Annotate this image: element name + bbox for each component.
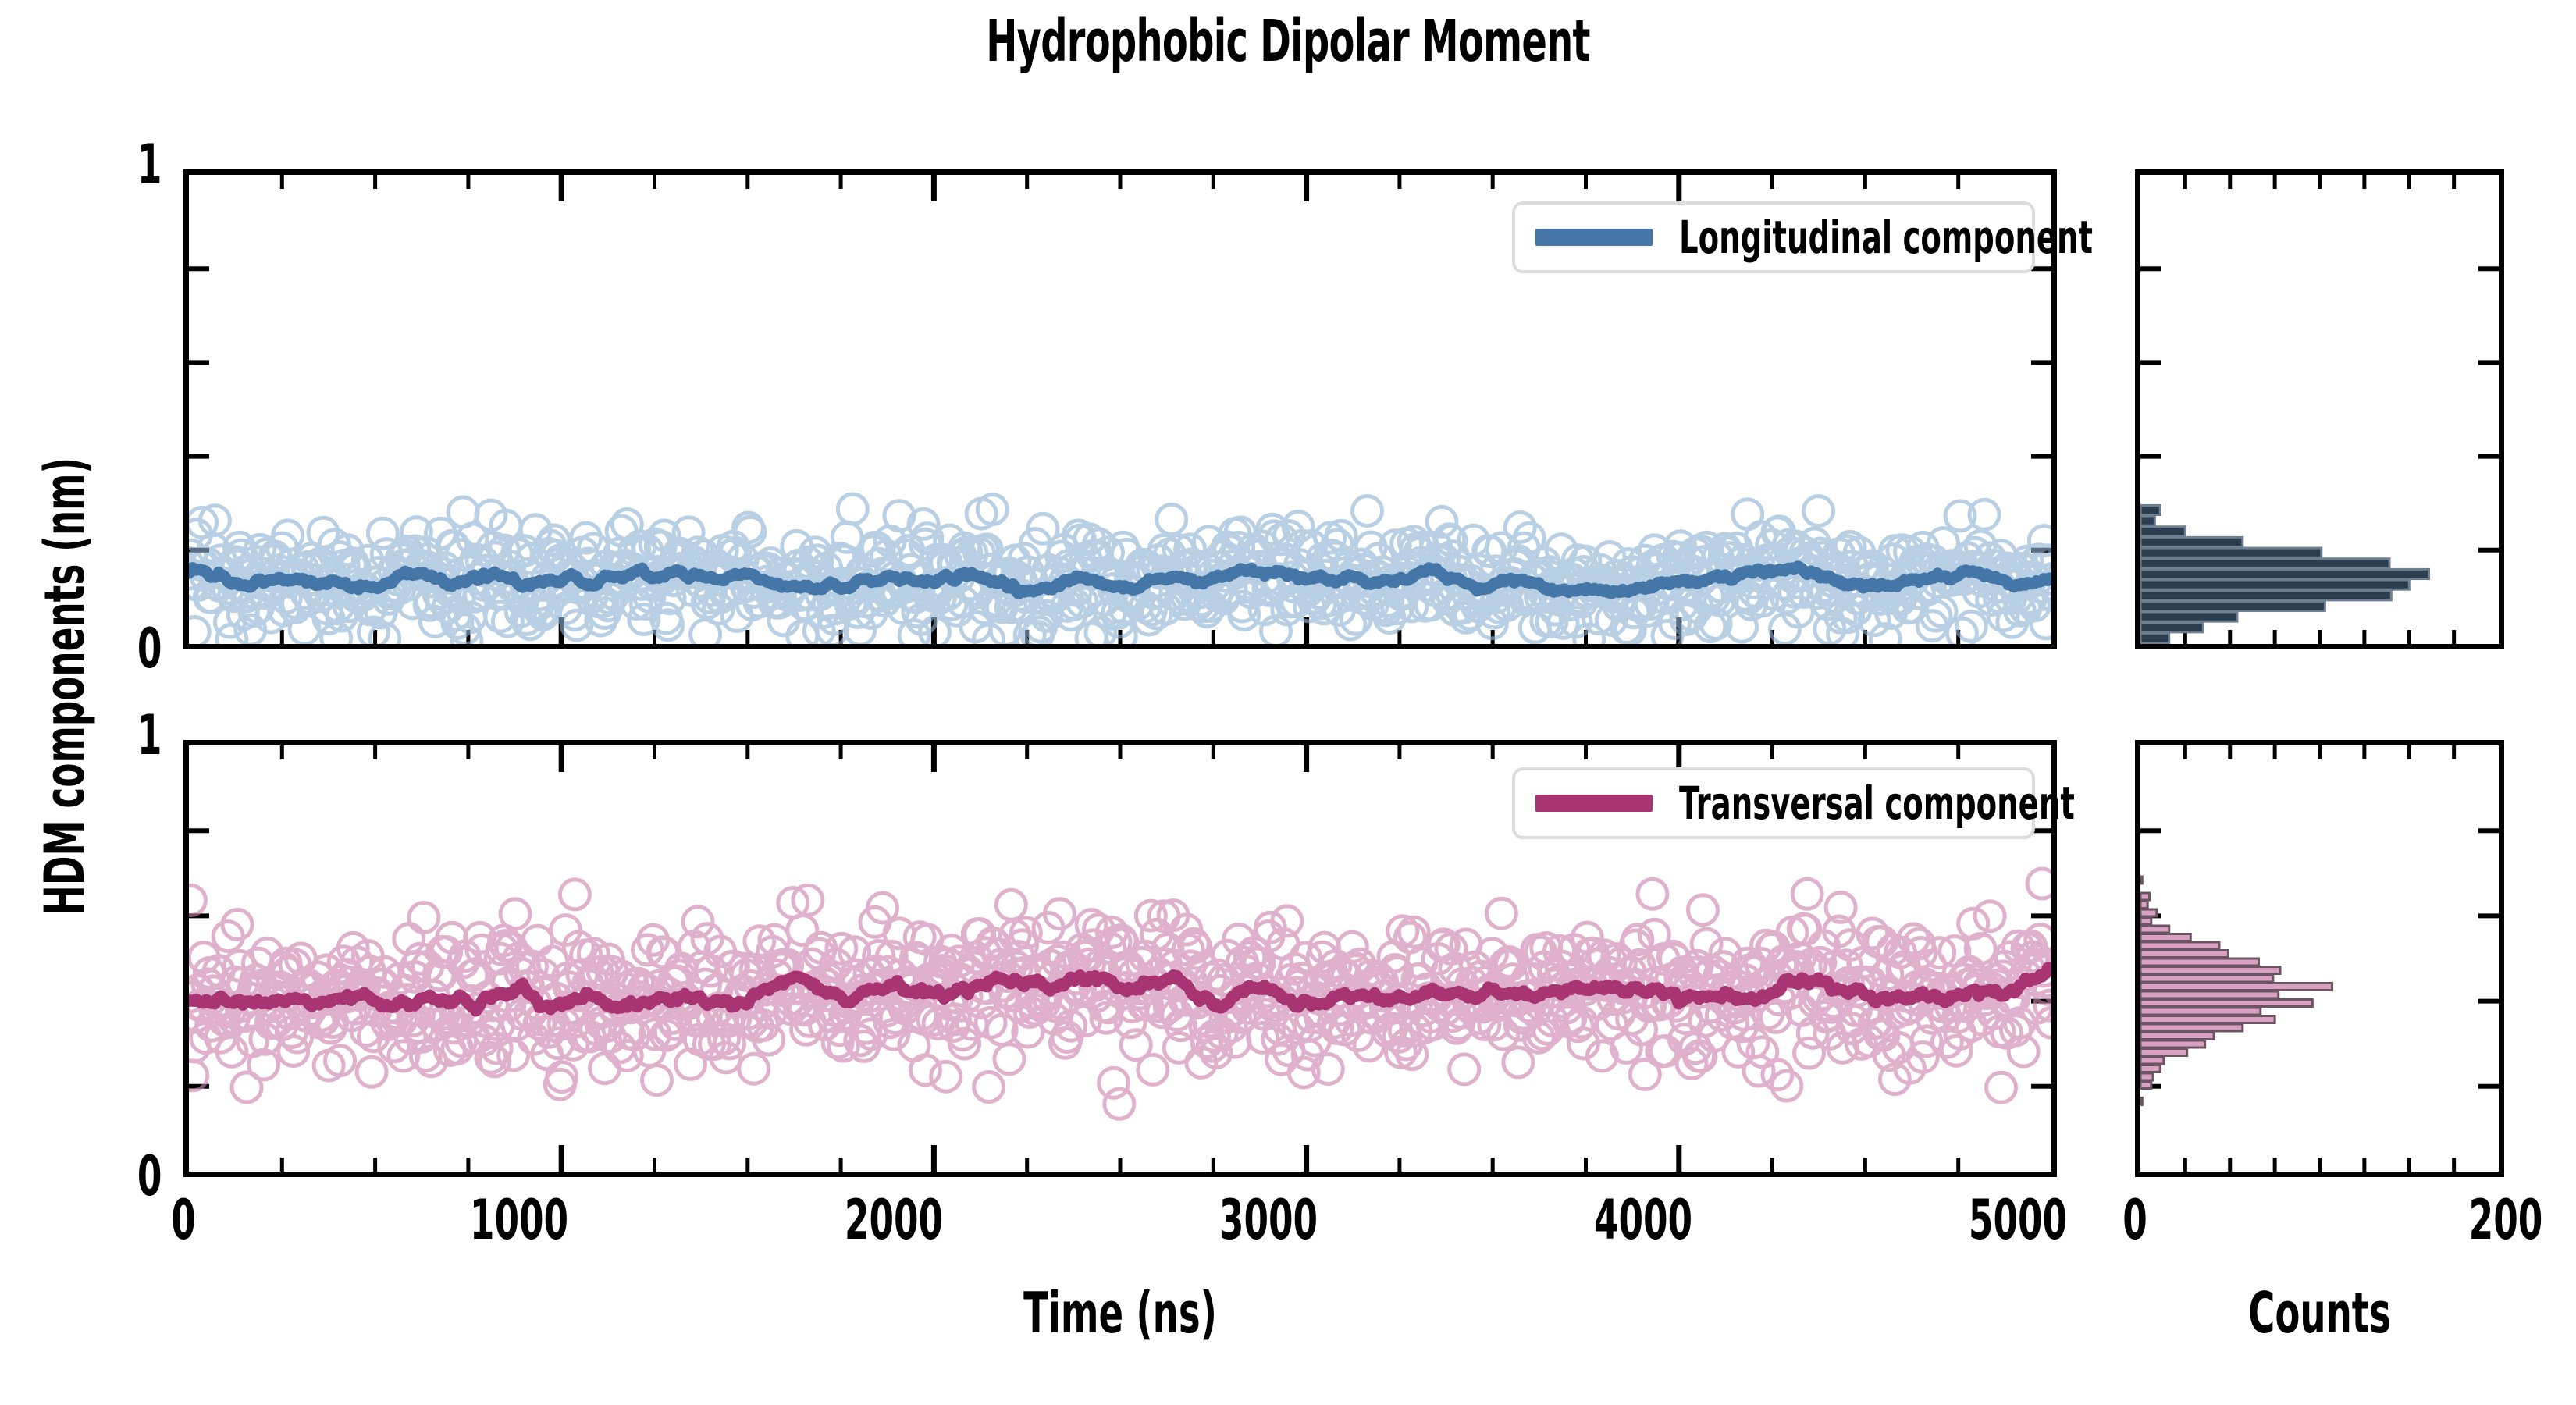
y-tick-bottom-1: 1 xyxy=(137,703,162,767)
x-tick-4000: 4000 xyxy=(1593,1188,1693,1252)
transversal-histogram-svg xyxy=(2140,745,2499,1172)
x-axis-label-histogram: Counts xyxy=(2248,1280,2391,1346)
x-axis-label-main: Time (ns) xyxy=(1023,1280,1217,1346)
page-title: Hydrophobic Dipolar Moment xyxy=(986,8,1590,75)
hist-x-tick-0: 0 xyxy=(2122,1188,2147,1252)
x-tick-1000: 1000 xyxy=(469,1188,569,1252)
x-tick-0: 0 xyxy=(171,1188,196,1252)
legend-line-swatch-longitudinal xyxy=(1535,229,1653,246)
histogram-panel-longitudinal xyxy=(2135,169,2504,649)
x-tick-5000: 5000 xyxy=(1968,1188,2068,1252)
hist-x-tick-200: 200 xyxy=(2468,1188,2543,1252)
y-tick-top-1: 1 xyxy=(137,133,162,197)
legend-label-transversal: Transversal component xyxy=(1679,777,2075,830)
transversal-plot-svg xyxy=(189,745,2051,1172)
legend-label-longitudinal: Longitudinal component xyxy=(1679,211,2094,264)
legend-longitudinal[interactable]: Longitudinal component xyxy=(1512,201,2093,273)
longitudinal-plot-svg xyxy=(189,175,2051,644)
y-tick-bottom-0: 0 xyxy=(137,1144,162,1208)
legend-transversal[interactable]: Transversal component xyxy=(1512,767,2075,839)
x-tick-3000: 3000 xyxy=(1219,1188,1318,1252)
y-axis-label: HDM components (nm) xyxy=(33,457,97,916)
longitudinal-histogram-svg xyxy=(2140,175,2499,644)
y-tick-top-0: 0 xyxy=(137,617,162,681)
x-tick-2000: 2000 xyxy=(844,1188,944,1252)
histogram-panel-transversal xyxy=(2135,740,2504,1177)
legend-line-swatch-transversal xyxy=(1535,795,1653,812)
